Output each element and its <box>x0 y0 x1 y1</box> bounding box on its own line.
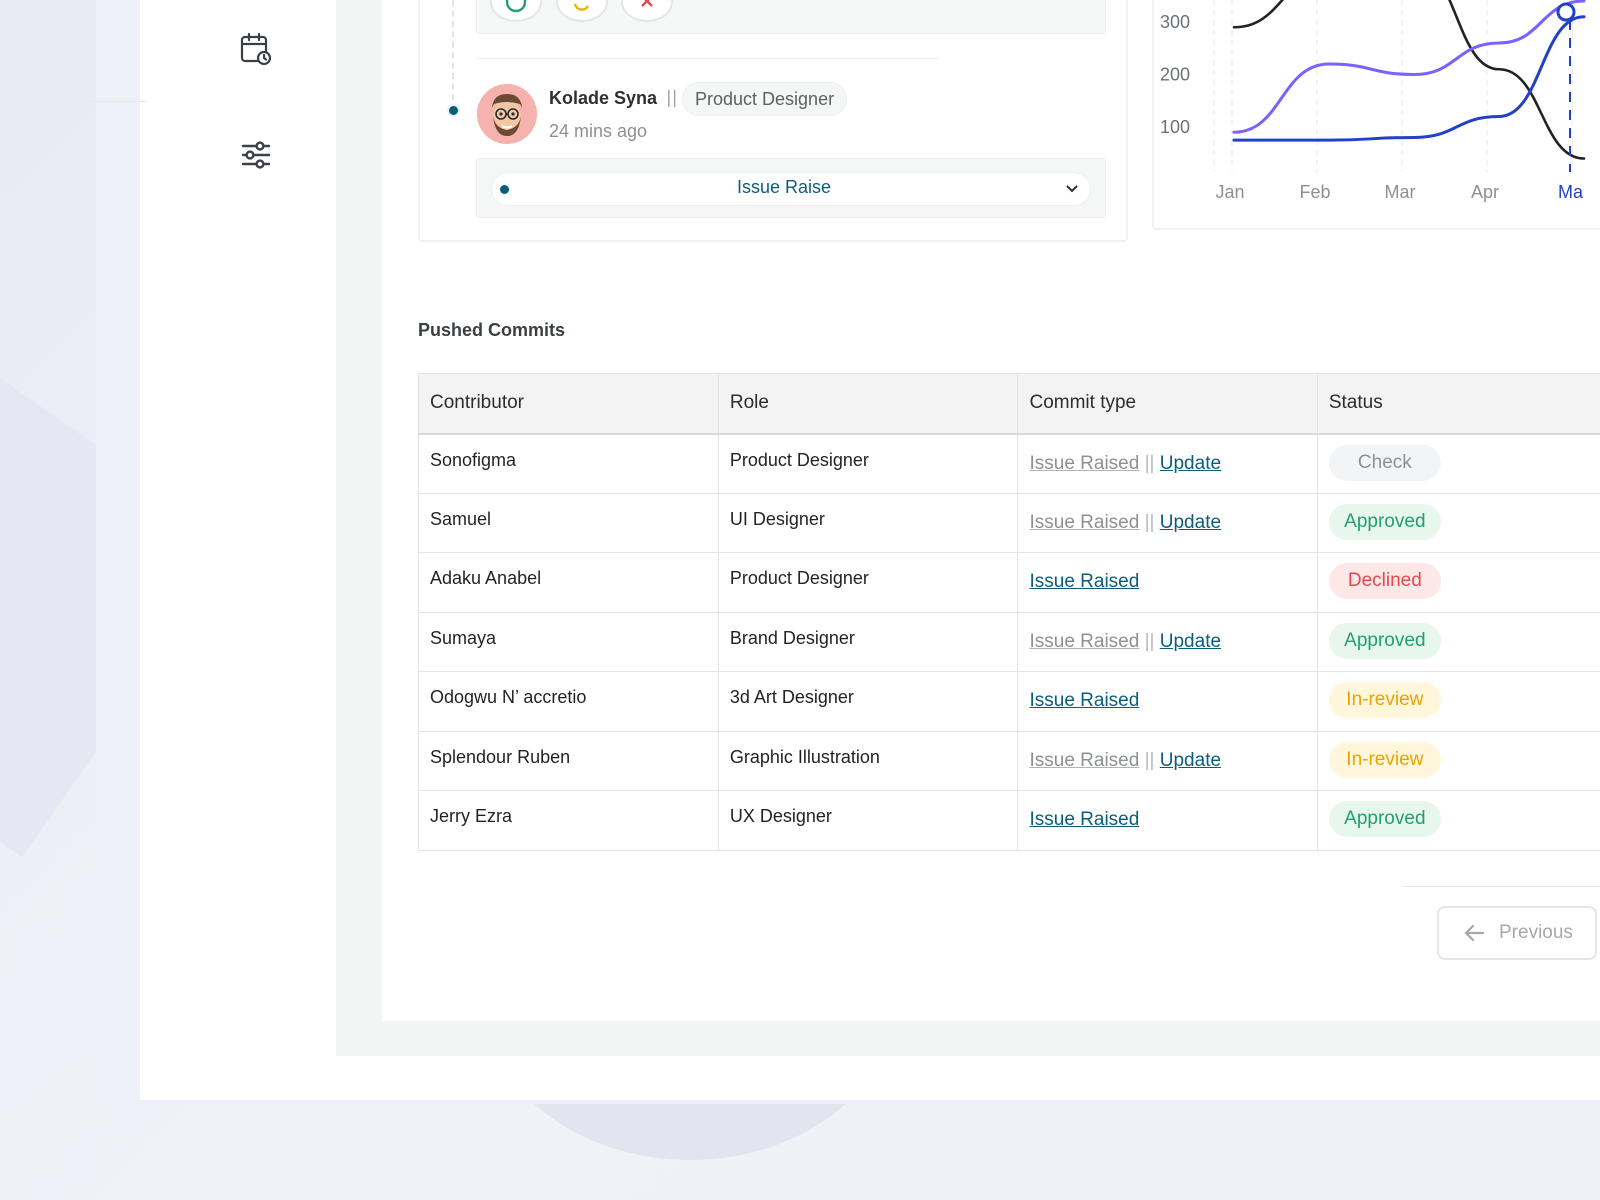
y-tick-label: 100 <box>1160 117 1190 137</box>
status-cell: Approved <box>1316 790 1600 851</box>
avatar <box>477 84 537 144</box>
issue-raised-link[interactable]: Issue Raised <box>1029 809 1140 830</box>
issue-raised-link[interactable]: Issue Raised <box>1029 749 1140 771</box>
data-point-marker <box>1556 2 1576 22</box>
contributor-cell: Sumaya <box>418 611 719 672</box>
update-link[interactable]: Update <box>1159 749 1222 771</box>
table-header-row: Contributor Role Commit type Status <box>418 373 1600 435</box>
status-cell: Declined <box>1316 552 1600 613</box>
column-header: Role <box>717 373 1019 435</box>
sliders-icon[interactable] <box>238 137 274 173</box>
y-tick-label: 300 <box>1160 12 1190 32</box>
timestamp: 24 mins ago <box>549 121 648 141</box>
column-header: Contributor <box>418 373 719 435</box>
x-tick-label: Mar <box>1385 182 1416 202</box>
pipe-separator: || <box>1144 452 1155 474</box>
role-cell: Product Designer <box>717 433 1019 494</box>
role-cell: Product Designer <box>717 552 1019 613</box>
issue-raised-link[interactable]: Issue Raised <box>1029 511 1140 533</box>
role-cell: 3d Art Designer <box>717 671 1019 732</box>
sidebar <box>140 0 336 1100</box>
x-tick-label: Feb <box>1299 182 1330 202</box>
column-header: Commit type <box>1017 373 1318 435</box>
contributor-cell: Splendour Ruben <box>418 730 719 791</box>
issue-raised-link[interactable]: Issue Raised <box>1029 690 1140 711</box>
calendar-clock-icon[interactable] <box>238 31 274 67</box>
series-line <box>1232 0 1586 134</box>
table-row: Sumaya Brand Designer Issue Raised || Upda… <box>418 611 1600 672</box>
table-row: Samuel UI Designer Issue Raised || Update A… <box>418 492 1600 553</box>
pipe-separator: || <box>1144 749 1155 771</box>
role-chip: Product Designer <box>682 82 848 116</box>
update-link[interactable]: Update <box>1159 511 1222 533</box>
role-cell: Brand Designer <box>717 611 1019 672</box>
issue-raised-link[interactable]: Issue Raised <box>1029 571 1140 592</box>
status-cell: Approved <box>1316 611 1600 672</box>
status-cell: In-review <box>1316 671 1600 732</box>
commit-type-cell: Issue Raised <box>1017 552 1318 613</box>
previous-button[interactable]: Previous <box>1437 906 1597 960</box>
commit-type-cell: Issue Raised <box>1017 790 1318 851</box>
table-row: Jerry Ezra UX Designer Issue Raised Approve… <box>418 790 1600 851</box>
status-badge: Declined <box>1328 563 1441 599</box>
pipe-separator: || <box>1144 630 1155 652</box>
x-tick-label: Jan <box>1215 182 1244 202</box>
contributor-cell: Adaku Anabel <box>418 552 719 613</box>
status-badge: In-review <box>1328 682 1441 718</box>
issue-type-select[interactable] <box>491 172 1091 206</box>
contributor-cell: Sonofigma <box>418 433 719 494</box>
refresh-icon <box>573 3 590 11</box>
update-link[interactable]: Update <box>1159 452 1222 474</box>
status-badge: Approved <box>1328 622 1441 659</box>
series-line <box>1232 0 1586 160</box>
update-link[interactable]: Update <box>1159 630 1222 652</box>
contributor-cell: Samuel <box>418 492 719 553</box>
contributor-cell: Jerry Ezra <box>418 790 719 851</box>
status-cell: In-review <box>1316 730 1600 791</box>
approve-icon <box>505 0 527 13</box>
commits-table: Contributor Role Commit type Status Sono… <box>418 373 1600 851</box>
issue-raised-link[interactable]: Issue Raised <box>1029 452 1140 474</box>
timeline-dot <box>447 104 460 117</box>
status-badge: Check <box>1328 444 1441 481</box>
table-row: Splendour Ruben Graphic Illustration Issue… <box>418 730 1600 791</box>
chart-card <box>1152 0 1600 230</box>
commit-type-cell: Issue Raised <box>1017 671 1318 732</box>
name-separator: || <box>666 88 678 108</box>
pipe-separator: || <box>1144 511 1155 533</box>
line-chart: 100 200 300 Jan Feb Mar Apr Ma <box>1160 0 1586 202</box>
x-tick-label: Ma <box>1558 182 1584 202</box>
issue-dot <box>500 185 509 194</box>
commit-type-cell: Issue Raised || Update <box>1017 492 1318 553</box>
series-line <box>1232 15 1586 142</box>
issue-type-value: Issue Raise <box>737 177 832 197</box>
status-badge: Approved <box>1328 503 1441 540</box>
role-cell: UX Designer <box>717 790 1019 851</box>
person-name: Kolade Syna <box>549 88 658 108</box>
table-row: Sonofigma Product Designer Issue Raised ||… <box>418 433 1600 494</box>
status-badge: In-review <box>1328 741 1441 778</box>
commit-type-cell: Issue Raised || Update <box>1017 433 1318 494</box>
close-icon <box>641 0 653 7</box>
issue-raised-link[interactable]: Issue Raised <box>1029 630 1140 652</box>
status-cell: Check <box>1316 433 1600 494</box>
role-cell: Graphic Illustration <box>717 730 1019 791</box>
table-row: Odogwu N’ accretio 3d Art Designer Issue R… <box>418 671 1600 732</box>
role-cell: UI Designer <box>717 492 1019 553</box>
column-header: Status <box>1316 373 1600 435</box>
contributor-cell: Odogwu N’ accretio <box>418 671 719 732</box>
arrow-left-icon <box>1464 924 1485 942</box>
table-row: Adaku Anabel Product Designer Issue Raised… <box>418 552 1600 613</box>
previous-label: Previous <box>1499 922 1573 943</box>
commit-type-cell: Issue Raised || Update <box>1017 611 1318 672</box>
commit-type-cell: Issue Raised || Update <box>1017 730 1318 791</box>
status-badge: Approved <box>1328 801 1441 837</box>
section-title: Pushed Commits <box>418 320 566 340</box>
chevron-down-icon[interactable] <box>1064 180 1080 196</box>
x-tick-label: Apr <box>1471 182 1499 202</box>
y-tick-label: 200 <box>1160 65 1190 85</box>
status-cell: Approved <box>1316 492 1600 553</box>
